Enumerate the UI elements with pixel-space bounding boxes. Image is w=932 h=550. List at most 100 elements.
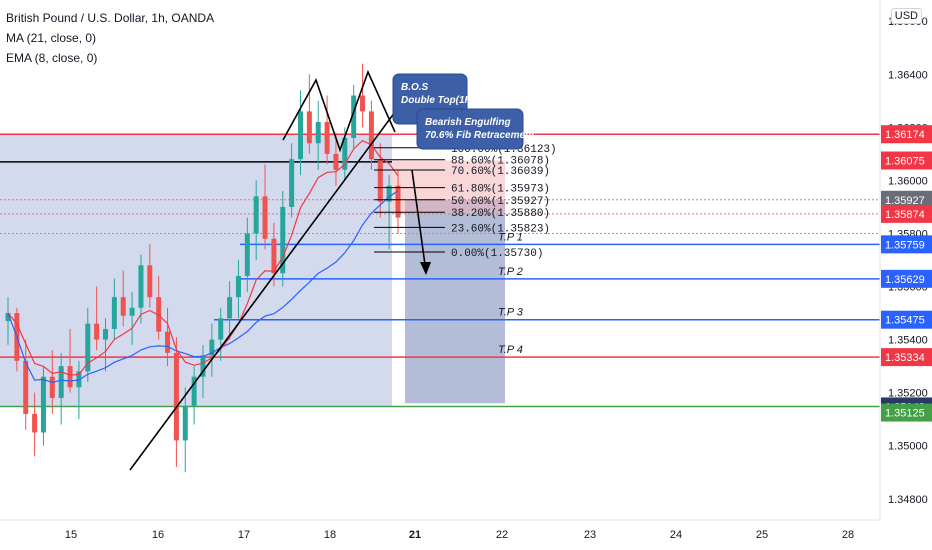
symbol-title[interactable]: British Pound / U.S. Dollar, 1h, OANDA (6, 11, 215, 25)
price-badge (881, 125, 932, 144)
candle-body (32, 413, 38, 433)
ma-line (7, 190, 399, 384)
projection-arrow-line (411, 169, 427, 273)
candle-body (280, 206, 286, 274)
candle-body (49, 376, 55, 398)
price-badge-label: 1.35927 (885, 195, 925, 207)
candle-body (377, 159, 383, 202)
fib-level-label: 23.60%(1.35823) (451, 223, 550, 235)
candle-body (85, 323, 91, 372)
candle-body (191, 376, 197, 406)
time-tick-label: 25 (756, 529, 768, 541)
price-badge-label: 1.35759 (885, 239, 925, 251)
candle-body (129, 307, 135, 316)
fib-level-label: 38.20%(1.35880) (451, 208, 550, 220)
time-tick-label: 21 (409, 529, 421, 541)
ma-indicator-label[interactable]: MA (21, close, 0) (6, 31, 97, 45)
time-tick-label: 22 (496, 529, 508, 541)
candle-body (227, 297, 233, 319)
candle-body (138, 265, 144, 308)
chart-legend: British Pound / U.S. Dollar, 1h, OANDA M… (6, 8, 214, 68)
price-tick-label: 1.34800 (888, 494, 928, 506)
candle-body (165, 331, 171, 353)
price-badge (881, 269, 932, 288)
price-tick-label: 1.36400 (888, 69, 928, 81)
time-tick-label: 17 (238, 529, 250, 541)
annotation-text: Bearish Engulfing (425, 117, 511, 128)
fib-level-label: 50.00%(1.35927) (451, 196, 550, 208)
candle-body (173, 352, 179, 441)
fib-level-label: 88.60%(1.36078) (451, 156, 550, 168)
annotation-text: B.O.S (401, 82, 429, 93)
price-badge-label: 1.35475 (885, 315, 925, 327)
candle-body (395, 185, 401, 218)
candle-body (200, 355, 206, 377)
candle-body (306, 111, 312, 144)
candle-body (298, 111, 303, 160)
candle-body (368, 111, 374, 160)
candle-body (147, 265, 153, 298)
candle-body (360, 95, 366, 112)
price-badge-label: 1.35125 (885, 408, 925, 420)
price-badge (881, 204, 932, 223)
double-top-pattern (282, 69, 396, 153)
price-badge-label: 1.35629 (885, 274, 925, 286)
candle-body (182, 405, 188, 441)
candle-body (315, 122, 321, 144)
candle-body (5, 313, 11, 322)
target-label: T.P 1 (498, 231, 523, 243)
price-badge (881, 348, 932, 367)
candle-body (324, 122, 330, 154)
target-label: T.P 2 (498, 266, 523, 278)
price-badge-label: 1.36075 (885, 156, 925, 168)
time-tick-label: 18 (324, 529, 336, 541)
ema-line (7, 139, 399, 376)
candle-body (235, 275, 241, 298)
candle-body (120, 297, 126, 316)
candle-body (351, 95, 357, 138)
target-label: T.P 3 (498, 307, 524, 319)
fib-level-label: 61.80%(1.35973) (451, 184, 550, 196)
candle-body (244, 233, 250, 276)
candle-body (156, 297, 162, 332)
price-tick-label: 1.35200 (888, 388, 928, 400)
candle-body (111, 297, 117, 329)
price-badge (881, 235, 932, 254)
candle-body (262, 196, 268, 239)
ema-indicator-label[interactable]: EMA (8, close, 0) (6, 51, 98, 65)
candle-body (289, 159, 295, 207)
price-badge-label: 1.35334 (885, 352, 925, 364)
candle-body (342, 137, 348, 170)
zone-box (0, 134, 392, 407)
time-tick-label: 15 (65, 529, 77, 541)
target-label: T.P 4 (498, 344, 523, 356)
price-tick-label: 1.35000 (888, 441, 928, 453)
price-badge-label: 1.35874 (885, 209, 925, 221)
arrow-head (420, 262, 431, 275)
candle-body (218, 318, 224, 340)
currency-label[interactable]: USD (890, 8, 922, 24)
price-badge (881, 310, 932, 329)
time-tick-label: 24 (670, 529, 682, 541)
time-tick-label: 23 (584, 529, 596, 541)
candle-body (386, 185, 392, 202)
candle-body (67, 366, 73, 388)
annotation-text: 70.6% Fib Retracement (425, 130, 535, 141)
candle-body (253, 196, 259, 234)
price-badge (881, 151, 932, 170)
candle-body (103, 328, 108, 340)
fib-level-label: 70.60%(1.36039) (451, 166, 550, 178)
trendline (129, 111, 396, 471)
price-badge (881, 190, 932, 209)
candle-body (209, 339, 215, 356)
candle-body (271, 238, 277, 274)
annotation-text: Double Top(1H) (401, 95, 476, 106)
time-tick-label: 28 (842, 529, 854, 541)
time-tick-label: 16 (152, 529, 164, 541)
candle-body (94, 323, 100, 340)
annotation-note (416, 108, 524, 150)
candle-body (58, 366, 64, 398)
price-tick-label: 1.35400 (888, 335, 928, 347)
candle-body (333, 153, 339, 170)
